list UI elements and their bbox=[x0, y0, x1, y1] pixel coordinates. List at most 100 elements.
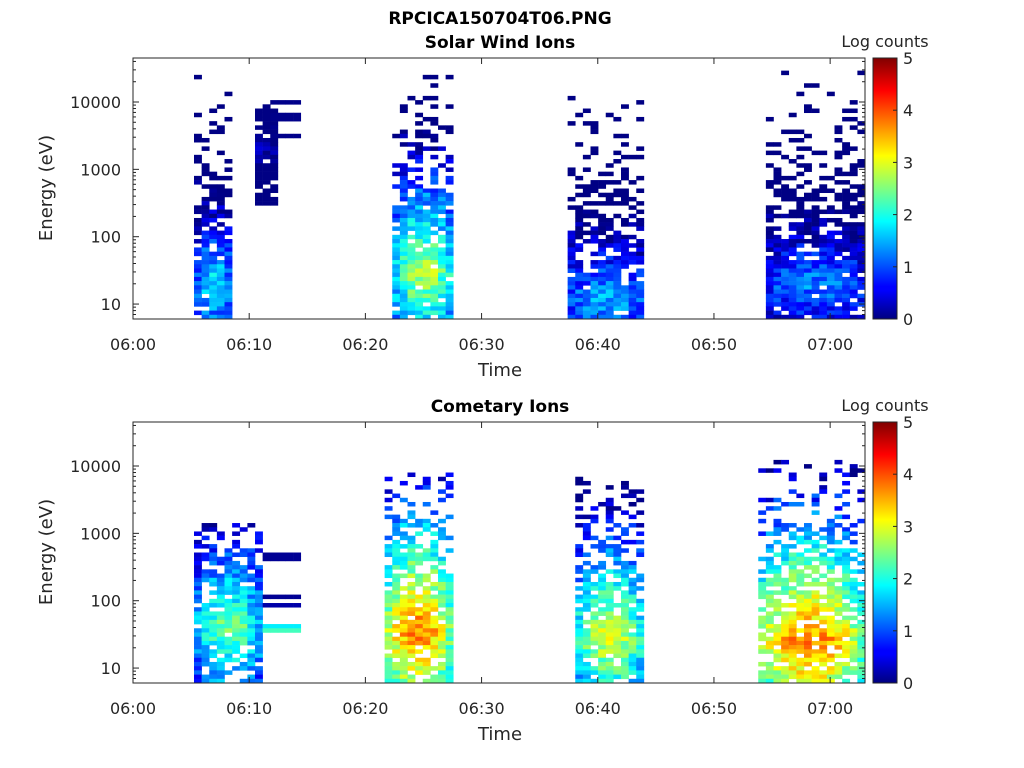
heatmap-cell bbox=[621, 548, 629, 553]
heatmap-cell bbox=[765, 297, 774, 303]
heatmap-cell bbox=[804, 645, 812, 650]
heatmap-cell bbox=[567, 302, 576, 307]
heatmap-cell bbox=[796, 527, 805, 532]
heatmap-cell bbox=[796, 213, 805, 219]
heatmap-cell bbox=[216, 619, 225, 625]
heatmap-cell bbox=[621, 598, 629, 604]
heatmap-cell bbox=[232, 539, 241, 545]
heatmap-cell bbox=[430, 624, 439, 629]
heatmap-cell bbox=[422, 260, 431, 265]
heatmap-cell bbox=[636, 552, 645, 558]
heatmap-cell bbox=[575, 506, 584, 511]
heatmap-cell bbox=[857, 121, 866, 126]
heatmap-cell bbox=[392, 239, 401, 244]
heatmap-cell bbox=[605, 217, 614, 223]
heatmap-cell bbox=[811, 531, 820, 536]
heatmap-cell bbox=[621, 615, 629, 621]
heatmap-cell bbox=[232, 565, 241, 570]
heatmap-cell bbox=[438, 611, 446, 616]
x-tick-label: 06:10 bbox=[226, 335, 272, 354]
heatmap-cell bbox=[834, 653, 843, 659]
heatmap-cell bbox=[575, 544, 584, 549]
heatmap-cell bbox=[819, 573, 828, 579]
heatmap-cell bbox=[255, 112, 263, 118]
heatmap-cell bbox=[613, 192, 622, 198]
heatmap-cell bbox=[392, 552, 401, 558]
heatmap-cell bbox=[628, 222, 637, 227]
heatmap-cell bbox=[575, 272, 584, 278]
heatmap-cell bbox=[247, 640, 256, 646]
heatmap-cell bbox=[575, 205, 584, 210]
heatmap-cell bbox=[201, 137, 210, 143]
heatmap-cell bbox=[819, 314, 828, 320]
heatmap-cell bbox=[415, 289, 424, 295]
heatmap-cell bbox=[773, 590, 782, 595]
heatmap-cell bbox=[209, 264, 218, 269]
heatmap-cell bbox=[582, 573, 591, 579]
heatmap-cell bbox=[796, 657, 805, 663]
heatmap-cell bbox=[224, 209, 233, 215]
heatmap-cell bbox=[445, 234, 454, 240]
heatmap-cell bbox=[857, 552, 866, 558]
heatmap-cell bbox=[621, 573, 629, 579]
heatmap-cell bbox=[621, 603, 629, 608]
heatmap-cell bbox=[255, 535, 263, 541]
heatmap-cell bbox=[224, 565, 233, 570]
heatmap-cell bbox=[842, 108, 851, 114]
heatmap-cell bbox=[239, 628, 248, 633]
heatmap-cell bbox=[270, 594, 279, 600]
heatmap-cell bbox=[849, 167, 858, 172]
heatmap-cell bbox=[598, 577, 607, 583]
heatmap-cell bbox=[796, 297, 805, 303]
heatmap-cell bbox=[842, 531, 851, 536]
x-tick-label: 07:00 bbox=[807, 335, 853, 354]
heatmap-cell bbox=[399, 306, 408, 311]
heatmap-cell bbox=[819, 485, 828, 490]
heatmap-cell bbox=[804, 264, 812, 269]
heatmap-cell bbox=[430, 289, 439, 295]
heatmap-cell bbox=[415, 121, 424, 126]
heatmap-cell bbox=[399, 653, 408, 659]
heatmap-cell bbox=[781, 281, 790, 286]
heatmap-cell bbox=[438, 628, 446, 633]
heatmap-cell bbox=[834, 560, 843, 566]
heatmap-cell bbox=[765, 640, 774, 646]
heatmap-cell bbox=[796, 276, 805, 282]
heatmap-cell bbox=[224, 239, 233, 244]
heatmap-cell bbox=[613, 573, 622, 579]
heatmap-cell bbox=[628, 234, 637, 240]
heatmap-cell bbox=[842, 527, 851, 532]
heatmap-cell bbox=[590, 121, 599, 126]
heatmap-cell bbox=[194, 230, 202, 236]
heatmap-cell bbox=[582, 581, 591, 587]
heatmap-cell bbox=[811, 611, 820, 616]
heatmap-cell bbox=[438, 146, 446, 151]
heatmap-cell bbox=[232, 586, 241, 591]
heatmap-cell bbox=[819, 243, 828, 248]
panel-cometary: Cometary Ions 06:00 06:10 06:20 06:30 06:40 0… bbox=[36, 396, 929, 745]
heatmap-cell bbox=[422, 619, 431, 625]
heatmap-cell bbox=[430, 104, 439, 109]
heatmap-cell bbox=[216, 205, 225, 210]
heatmap-cell bbox=[804, 239, 812, 244]
heatmap-cell bbox=[407, 674, 416, 680]
heatmap-cell bbox=[216, 632, 225, 637]
heatmap-cell bbox=[582, 619, 591, 625]
heatmap-cell bbox=[598, 297, 607, 303]
heatmap-cell bbox=[430, 217, 439, 223]
heatmap-cell bbox=[209, 636, 218, 642]
heatmap-cell bbox=[811, 640, 820, 646]
heatmap-cell bbox=[613, 523, 622, 528]
heatmap-cell bbox=[422, 657, 431, 663]
heatmap-cell bbox=[590, 632, 599, 637]
heatmap-cell bbox=[773, 260, 782, 265]
heatmap-cell bbox=[407, 636, 416, 642]
heatmap-cell bbox=[216, 188, 225, 194]
heatmap-cell bbox=[224, 598, 233, 604]
heatmap-cell bbox=[613, 264, 622, 269]
heatmap-cell bbox=[826, 590, 835, 595]
heatmap-cell bbox=[773, 607, 782, 612]
heatmap-cell bbox=[277, 112, 286, 118]
heatmap-cell bbox=[399, 255, 408, 261]
x-tick-label: 06:20 bbox=[342, 335, 388, 354]
